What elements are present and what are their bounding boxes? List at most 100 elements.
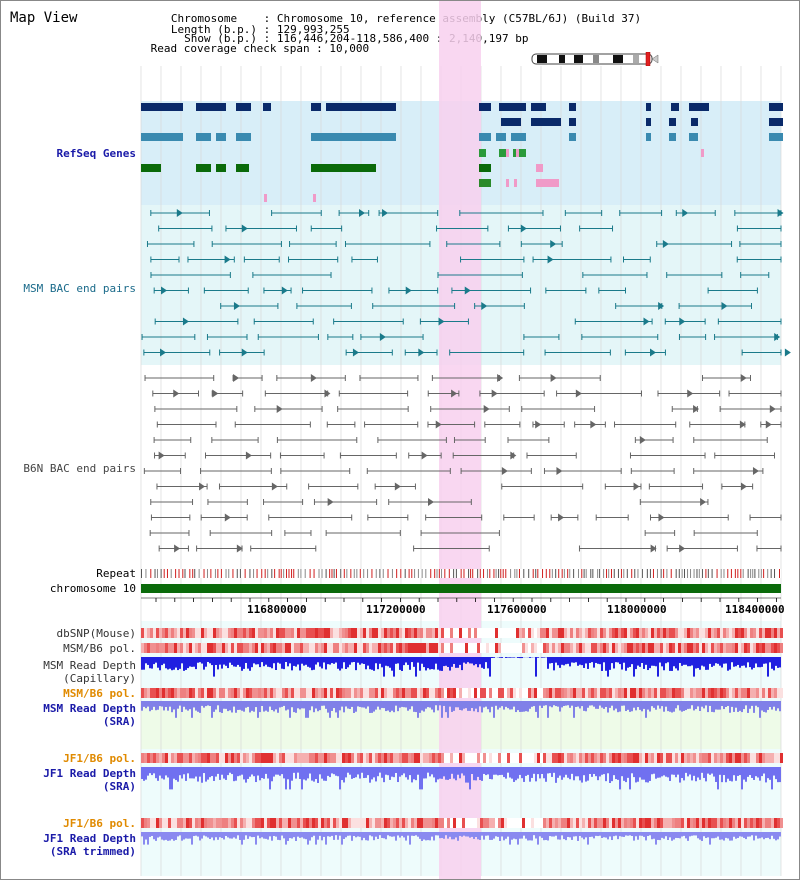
depth-bar	[233, 657, 235, 667]
heat-cell	[378, 753, 381, 763]
depth-bar	[713, 701, 715, 713]
depth-bar	[203, 657, 205, 670]
depth-bar	[651, 767, 653, 775]
heat-cell	[552, 688, 555, 698]
track-label-b6n-bac[interactable]: B6N BAC end pairs	[23, 462, 136, 475]
depth-bar	[651, 657, 653, 666]
heat-cell	[177, 688, 180, 698]
heat-cell	[312, 818, 315, 828]
heat-cell	[591, 753, 594, 763]
depth-bar	[309, 832, 311, 841]
depth-bar	[671, 701, 673, 713]
depth-bar	[777, 832, 779, 840]
depth-bar	[223, 701, 225, 709]
depth-bar	[471, 832, 473, 837]
heat-cell	[150, 628, 153, 638]
repeat-element	[498, 569, 500, 578]
heat-cell	[150, 753, 153, 763]
depth-bar	[215, 657, 217, 665]
heat-cell	[153, 818, 156, 828]
repeat-element	[244, 569, 246, 578]
track-label-refseq[interactable]: RefSeq Genes	[56, 147, 136, 160]
heat-cell	[750, 688, 753, 698]
bac-pair	[241, 348, 248, 357]
depth-bar	[185, 832, 187, 839]
heat-cell	[627, 688, 630, 698]
repeat-element	[493, 569, 495, 578]
depth-bar	[311, 701, 313, 707]
depth-bar	[739, 701, 741, 711]
heat-cell	[603, 753, 606, 763]
depth-bar	[773, 767, 775, 776]
heat-cell	[249, 643, 252, 653]
depth-bar	[767, 701, 769, 710]
depth-bar	[677, 767, 679, 775]
bac-pair	[633, 482, 640, 491]
heat-cell	[360, 753, 363, 763]
bac-pair	[327, 498, 334, 506]
depth-bar	[663, 767, 665, 776]
depth-bar	[305, 832, 307, 840]
depth-bar	[477, 832, 479, 840]
heat-cell	[324, 753, 327, 763]
repeat-element	[438, 569, 440, 578]
repeat-element	[502, 569, 504, 578]
depth-bar	[657, 832, 659, 840]
track-label-chromosome: chromosome 10	[49, 582, 136, 595]
heat-cell	[255, 688, 258, 698]
heat-cell	[462, 628, 465, 638]
depth-bar	[321, 701, 323, 706]
heat-cell	[567, 688, 570, 698]
depth-bar	[769, 767, 771, 780]
heat-cell	[180, 753, 183, 763]
bac-pair	[233, 302, 240, 310]
depth-bar	[679, 701, 681, 711]
heat-cell	[603, 818, 606, 828]
heat-cell	[636, 643, 639, 653]
repeat-element	[610, 569, 612, 578]
heat-cell	[222, 643, 225, 653]
depth-bar	[179, 832, 181, 836]
bac-pair	[481, 302, 488, 310]
depth-bar	[573, 832, 575, 837]
heat-cell	[366, 688, 369, 698]
heat-cell	[753, 643, 756, 653]
repeat-element	[321, 569, 323, 578]
heat-cell	[627, 753, 630, 763]
depth-bar	[373, 832, 375, 841]
heat-cell	[564, 818, 567, 828]
depth-bar	[351, 657, 353, 663]
heat-cell	[393, 753, 396, 763]
depth-bar	[575, 657, 577, 663]
depth-bar	[619, 832, 621, 837]
heat-cell	[372, 753, 375, 763]
repeat-element	[537, 569, 539, 578]
depth-bar	[665, 701, 667, 707]
heat-cell	[729, 818, 732, 828]
depth-bar	[455, 767, 457, 781]
heat-cell	[522, 643, 525, 653]
heat-cell	[747, 688, 750, 698]
depth-bar	[405, 701, 407, 708]
heat-cell	[672, 688, 675, 698]
depth-bar	[401, 832, 403, 836]
heat-cell	[687, 753, 690, 763]
heat-cell	[513, 688, 516, 698]
heat-cell	[216, 688, 219, 698]
depth-bar	[745, 701, 747, 706]
heat-cell	[321, 628, 324, 638]
depth-bar	[363, 701, 365, 708]
depth-bar	[509, 832, 511, 845]
track-label-msm-bac[interactable]: MSM BAC end pairs	[23, 282, 136, 295]
depth-bar	[715, 701, 717, 710]
heat-cell	[237, 628, 240, 638]
chromosome-ideogram[interactable]	[529, 52, 661, 66]
heat-cell	[294, 688, 297, 698]
heat-cell	[540, 753, 543, 763]
heat-cell	[204, 753, 207, 763]
depth-bar	[777, 767, 779, 783]
depth-bar	[207, 657, 209, 662]
depth-bar	[481, 767, 483, 781]
depth-bar	[491, 767, 493, 780]
